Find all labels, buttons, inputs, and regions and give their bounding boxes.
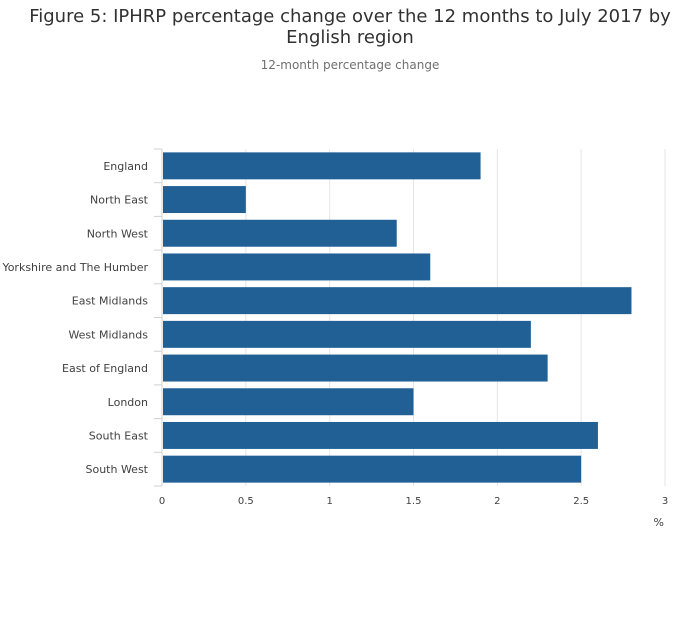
x-tick-label: 1 <box>326 496 332 507</box>
axes <box>154 148 163 487</box>
category-label: East of England <box>62 362 148 375</box>
category-label: Yorkshire and The Humber <box>1 261 148 274</box>
category-label: North West <box>87 227 149 240</box>
bar <box>163 354 548 382</box>
bar <box>163 320 531 348</box>
x-tick-label: 0 <box>159 496 165 507</box>
chart-title: Figure 5: IPHRP percentage change over t… <box>29 6 671 48</box>
bar <box>163 287 632 315</box>
x-tick-label: 1.5 <box>406 496 422 507</box>
category-label: South East <box>89 429 149 442</box>
category-label: London <box>108 396 148 409</box>
bar <box>163 152 481 180</box>
category-label: North East <box>90 194 149 207</box>
x-tick-label: 0.5 <box>238 496 254 507</box>
x-tick-label: 3 <box>662 496 668 507</box>
category-label: East Midlands <box>72 295 149 308</box>
bars <box>163 152 632 483</box>
bar <box>163 388 414 416</box>
bar <box>163 253 431 281</box>
bar <box>163 186 246 214</box>
bar <box>163 421 598 449</box>
x-tick-label: 2.5 <box>573 496 589 507</box>
chart-subtitle: 12-month percentage change <box>260 58 440 72</box>
category-label: South West <box>85 463 148 476</box>
x-tick-label: 2 <box>494 496 500 507</box>
bar <box>163 455 582 483</box>
x-axis-label: % <box>654 516 664 529</box>
category-label: England <box>103 160 148 173</box>
labels: 0 0.5 1 1.5 2 2.5 3 England North East North West… <box>1 160 668 529</box>
bar <box>163 219 397 247</box>
category-label: West Midlands <box>68 328 148 341</box>
